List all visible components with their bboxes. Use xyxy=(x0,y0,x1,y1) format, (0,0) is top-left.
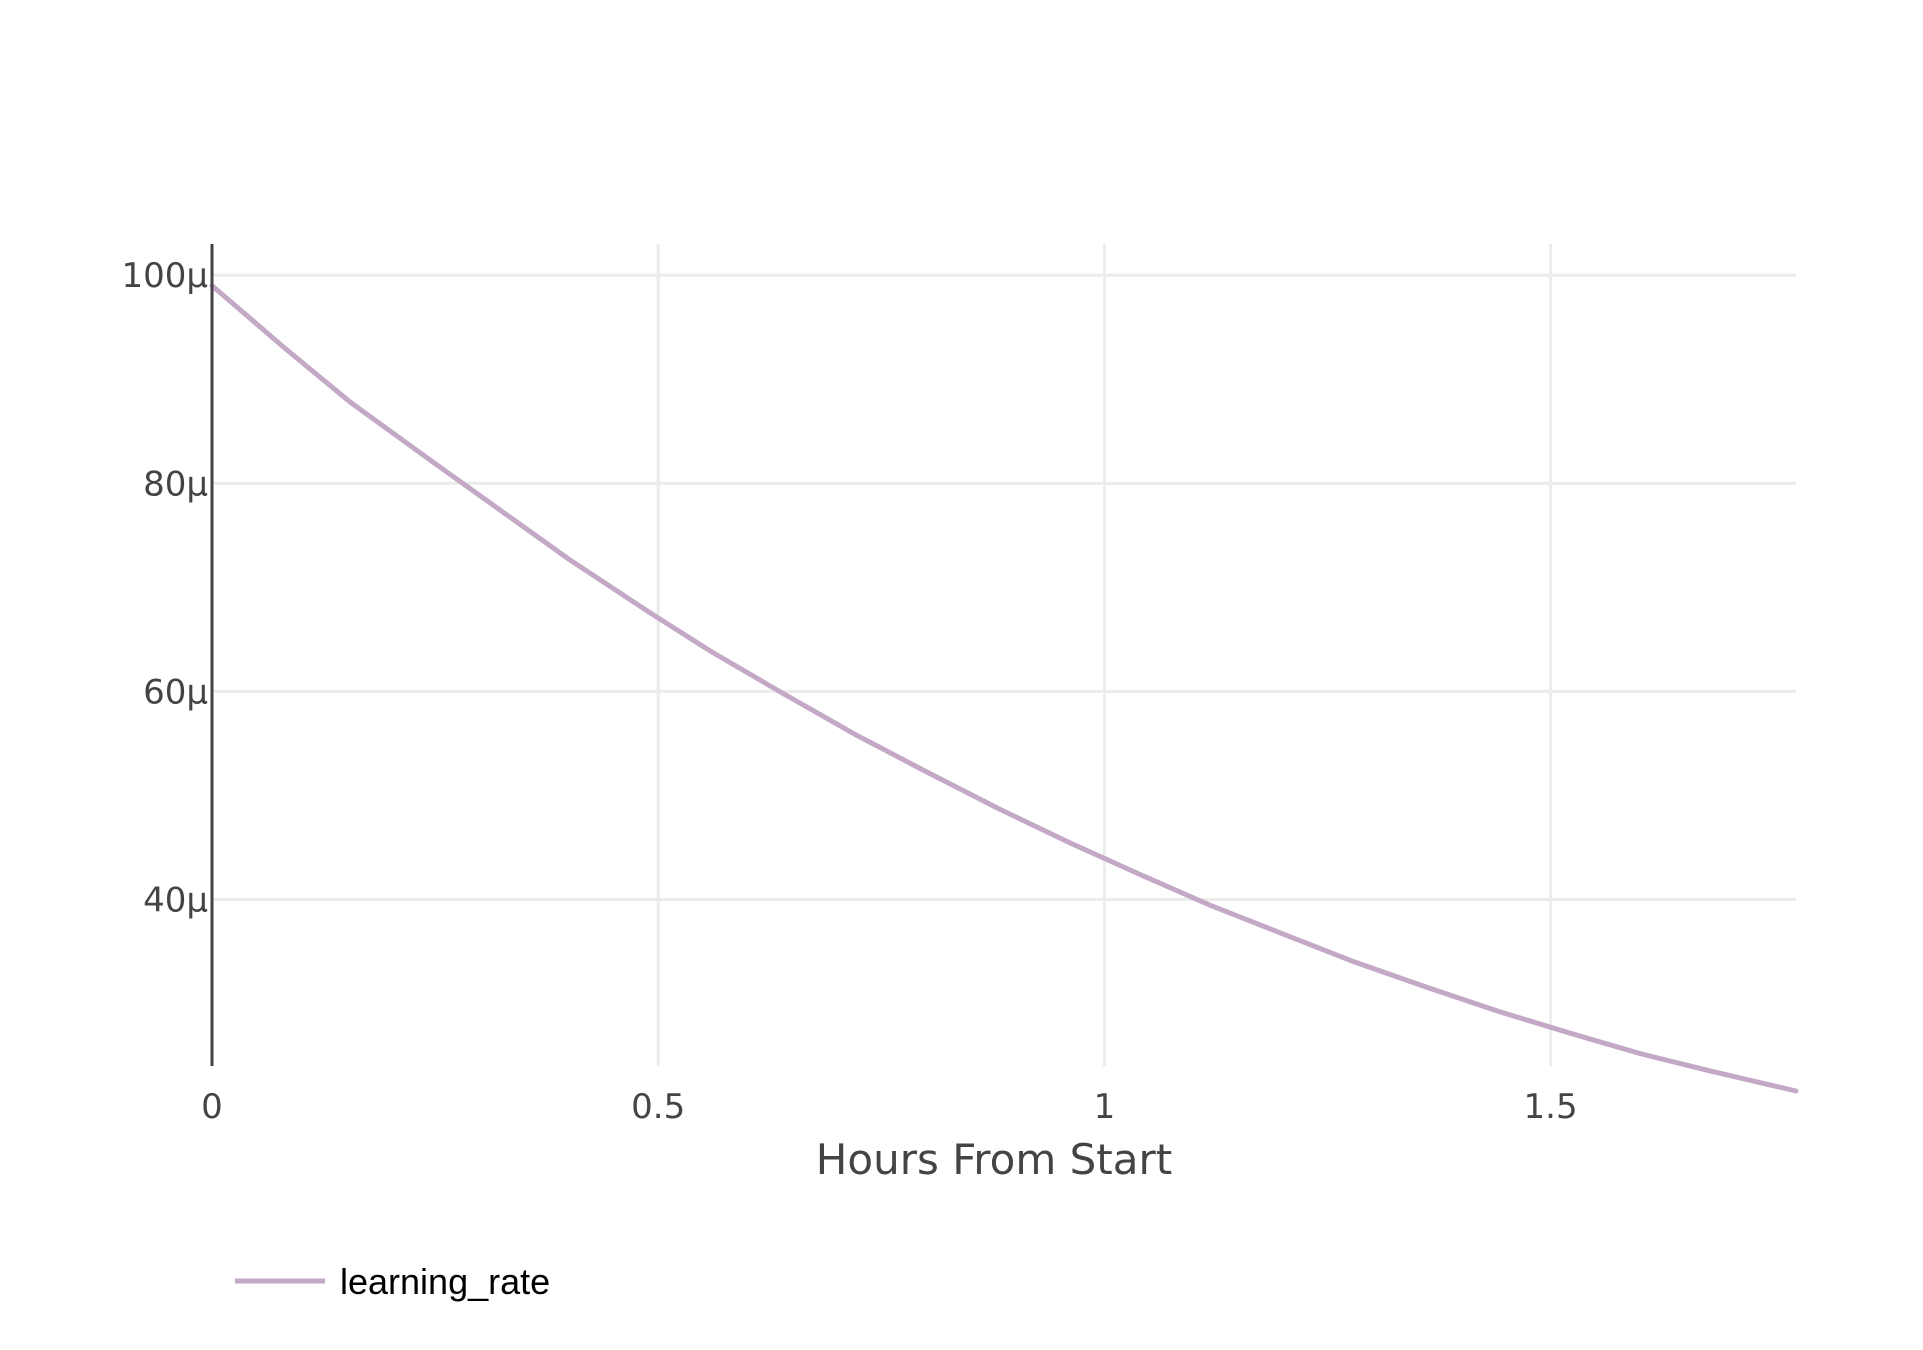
y-tick-labels: 40μ 60μ 80μ 100μ xyxy=(121,256,208,920)
series-layer xyxy=(209,283,1799,1094)
x-tick-labels: 0 0.5 1 1.5 xyxy=(201,1087,1577,1127)
legend[interactable]: learning_rate xyxy=(235,1261,550,1302)
y-tick-label: 100μ xyxy=(121,256,208,296)
x-tick-label: 0.5 xyxy=(631,1087,685,1127)
x-tick-label: 0 xyxy=(201,1087,223,1127)
grid-lines xyxy=(212,244,1796,1066)
legend-label-learning-rate: learning_rate xyxy=(340,1261,550,1302)
x-axis-title: Hours From Start xyxy=(816,1135,1172,1184)
x-tick-label: 1 xyxy=(1094,1087,1116,1127)
series-line-learning-rate xyxy=(209,283,1799,1094)
y-tick-label: 40μ xyxy=(143,881,208,921)
y-tick-label: 80μ xyxy=(143,464,208,504)
y-tick-label: 60μ xyxy=(143,672,208,712)
x-tick-label: 1.5 xyxy=(1524,1087,1578,1127)
